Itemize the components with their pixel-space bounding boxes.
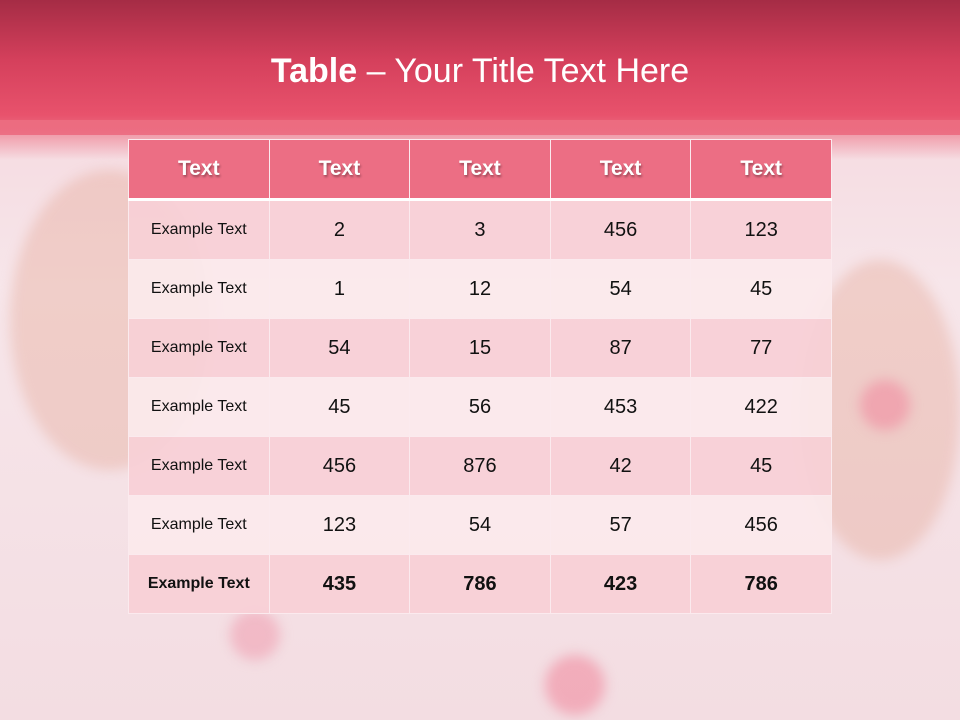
title-rest: – Your Title Text Here	[357, 52, 690, 90]
row-label: Example Text	[128, 318, 270, 378]
table-cell: 15	[409, 318, 551, 378]
table-row: Example Text 123 54 57 456	[128, 495, 832, 555]
table-cell: 422	[690, 377, 832, 437]
table-cell: 45	[690, 259, 832, 319]
table-cell: 456	[268, 436, 411, 496]
table-cell: 123	[690, 199, 832, 260]
column-header: Text	[128, 139, 270, 201]
background-candy	[230, 610, 280, 660]
row-label: Example Text	[128, 554, 270, 614]
table-cell: 54	[268, 318, 411, 378]
data-table: Text Text Text Text Text Example Text 2 3 456 12…	[128, 139, 832, 614]
background-candy	[545, 655, 605, 715]
table-row: Example Text 1 12 54 45	[128, 259, 832, 319]
row-label: Example Text	[128, 377, 270, 437]
header-row: Text Text Text Text Text	[128, 139, 832, 201]
table-cell: 1	[268, 259, 411, 319]
table-cell: 876	[409, 436, 551, 496]
table-cell: 77	[690, 318, 832, 378]
table-cell: 12	[409, 259, 551, 319]
table-cell: 786	[690, 554, 832, 614]
table-row: Example Text 54 15 87 77	[128, 318, 832, 378]
title-bold: Table	[270, 52, 358, 90]
table-cell: 3	[409, 199, 551, 260]
column-header: Text	[549, 139, 692, 201]
table-cell: 423	[549, 554, 692, 614]
table-cell: 456	[549, 199, 692, 260]
background-candy	[860, 380, 910, 430]
column-header: Text	[409, 139, 551, 201]
table-cell: 54	[409, 495, 551, 555]
table-row: Example Text 456 876 42 45	[128, 436, 832, 496]
table-row: Example Text 45 56 453 422	[128, 377, 832, 437]
total-row: Example Text 435 786 423 786	[128, 554, 832, 614]
slide-title: Table – Your Title Text Here	[0, 52, 960, 91]
table-cell: 87	[549, 318, 692, 378]
row-label: Example Text	[128, 199, 270, 260]
table-cell: 42	[549, 436, 692, 496]
table-cell: 456	[690, 495, 832, 555]
table-cell: 54	[549, 259, 692, 319]
column-header: Text	[690, 139, 832, 201]
table-cell: 435	[268, 554, 411, 614]
row-label: Example Text	[128, 495, 270, 555]
table-cell: 123	[268, 495, 411, 555]
title-band	[0, 0, 960, 135]
row-label: Example Text	[128, 436, 270, 496]
table-cell: 786	[409, 554, 551, 614]
table-cell: 57	[549, 495, 692, 555]
table-cell: 56	[409, 377, 551, 437]
column-header: Text	[268, 139, 411, 201]
table-cell: 453	[549, 377, 692, 437]
table-cell: 2	[268, 199, 411, 260]
table-row: Example Text 2 3 456 123	[128, 199, 832, 260]
table-cell: 45	[268, 377, 411, 437]
row-label: Example Text	[128, 259, 270, 319]
table-cell: 45	[690, 436, 832, 496]
